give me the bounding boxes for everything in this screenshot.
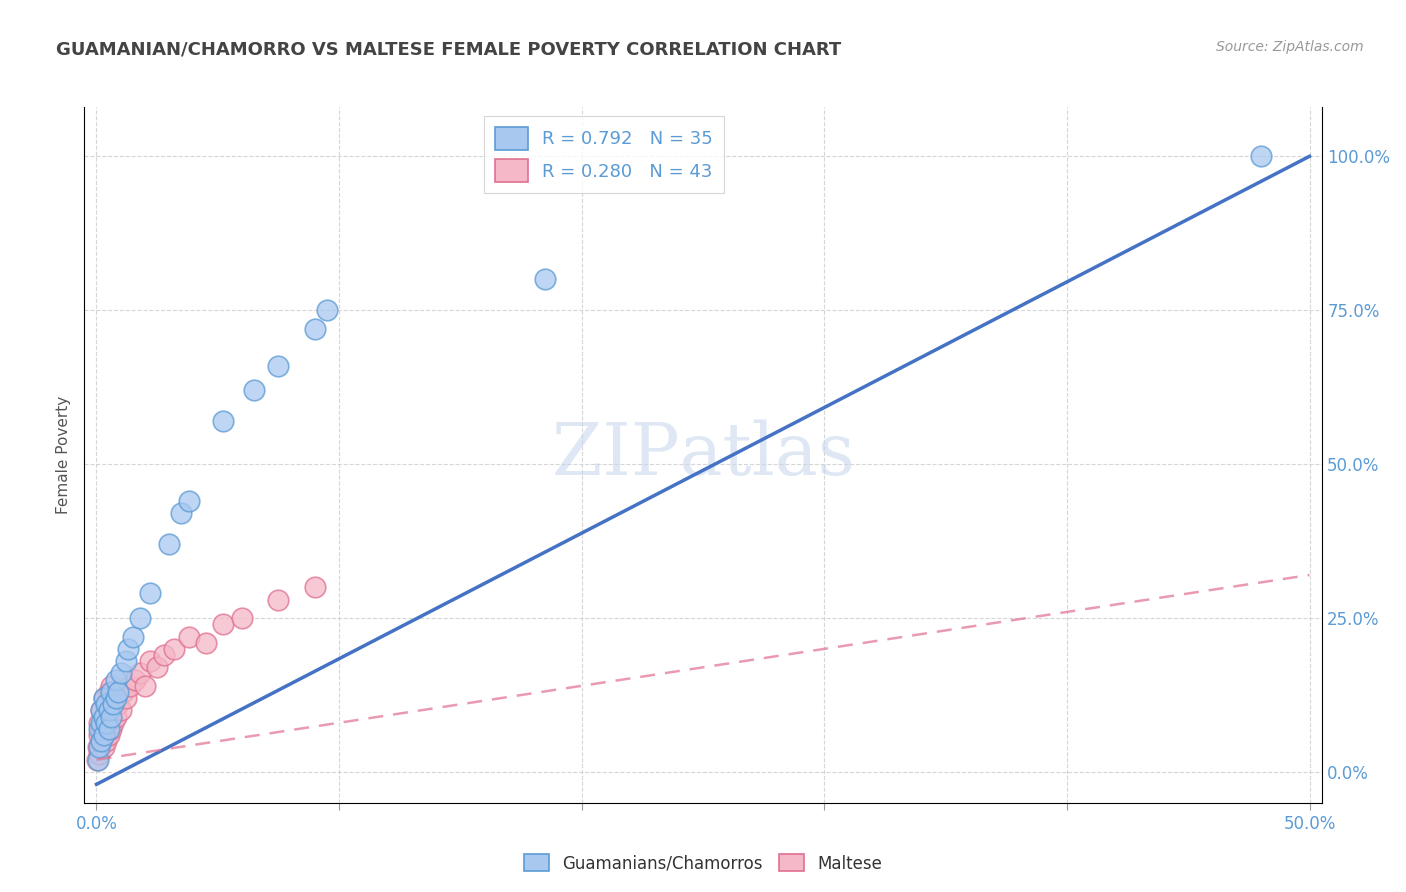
Point: [103, 698, 125, 712]
Point: [211, 617, 233, 632]
Point: [177, 630, 200, 644]
Point: [93, 728, 115, 742]
Point: [104, 691, 127, 706]
Text: ZIP​atlas: ZIP​atlas: [551, 419, 855, 491]
Point: [243, 384, 266, 398]
Point: [304, 580, 326, 594]
Point: [139, 586, 162, 600]
Point: [107, 685, 129, 699]
Point: [90, 703, 112, 717]
Point: [86, 753, 108, 767]
Point: [87, 715, 110, 730]
Point: [86, 740, 108, 755]
Point: [129, 666, 152, 681]
Point: [90, 715, 112, 730]
Y-axis label: Female Poverty: Female Poverty: [56, 396, 72, 514]
Point: [114, 691, 136, 706]
Point: [146, 660, 169, 674]
Point: [100, 709, 122, 723]
Point: [97, 709, 120, 723]
Point: [97, 728, 120, 742]
Point: [97, 722, 120, 736]
Point: [90, 703, 112, 717]
Point: [267, 592, 290, 607]
Point: [534, 272, 557, 286]
Point: [100, 722, 122, 736]
Point: [124, 673, 146, 687]
Point: [104, 709, 127, 723]
Point: [93, 691, 115, 706]
Point: [100, 679, 122, 693]
Point: [87, 747, 110, 761]
Point: [100, 685, 122, 699]
Point: [93, 691, 115, 706]
Point: [97, 703, 120, 717]
Point: [267, 359, 290, 373]
Point: [231, 611, 253, 625]
Point: [93, 709, 115, 723]
Point: [211, 414, 233, 428]
Point: [316, 303, 339, 318]
Point: [1250, 149, 1272, 163]
Text: Source: ZipAtlas.com: Source: ZipAtlas.com: [1216, 40, 1364, 54]
Point: [117, 641, 139, 656]
Point: [100, 703, 122, 717]
Point: [120, 679, 142, 693]
Point: [96, 715, 118, 730]
Point: [97, 685, 120, 699]
Point: [110, 666, 132, 681]
Point: [194, 636, 217, 650]
Point: [96, 698, 118, 712]
Point: [122, 630, 145, 644]
Point: [107, 698, 129, 712]
Point: [177, 494, 200, 508]
Point: [93, 740, 115, 755]
Point: [87, 722, 110, 736]
Point: [110, 703, 132, 717]
Point: [93, 709, 115, 723]
Point: [163, 641, 186, 656]
Point: [90, 734, 112, 748]
Point: [104, 685, 127, 699]
Text: GUAMANIAN/CHAMORRO VS MALTESE FEMALE POVERTY CORRELATION CHART: GUAMANIAN/CHAMORRO VS MALTESE FEMALE POV…: [56, 40, 841, 58]
Point: [170, 507, 193, 521]
Point: [90, 734, 112, 748]
Point: [96, 698, 118, 712]
Point: [129, 611, 152, 625]
Point: [87, 728, 110, 742]
Legend: R = 0.792   N = 35, R = 0.280   N = 43: R = 0.792 N = 35, R = 0.280 N = 43: [484, 116, 724, 194]
Point: [96, 715, 118, 730]
Point: [139, 654, 162, 668]
Point: [134, 679, 156, 693]
Point: [157, 537, 180, 551]
Legend: Guamanians/Chamorros, Maltese: Guamanians/Chamorros, Maltese: [517, 847, 889, 880]
Point: [86, 753, 108, 767]
Point: [96, 734, 118, 748]
Point: [103, 691, 125, 706]
Point: [103, 715, 125, 730]
Point: [90, 722, 112, 736]
Point: [114, 654, 136, 668]
Point: [93, 722, 115, 736]
Point: [153, 648, 176, 662]
Point: [112, 685, 135, 699]
Point: [304, 321, 326, 335]
Point: [87, 740, 110, 755]
Point: [104, 673, 127, 687]
